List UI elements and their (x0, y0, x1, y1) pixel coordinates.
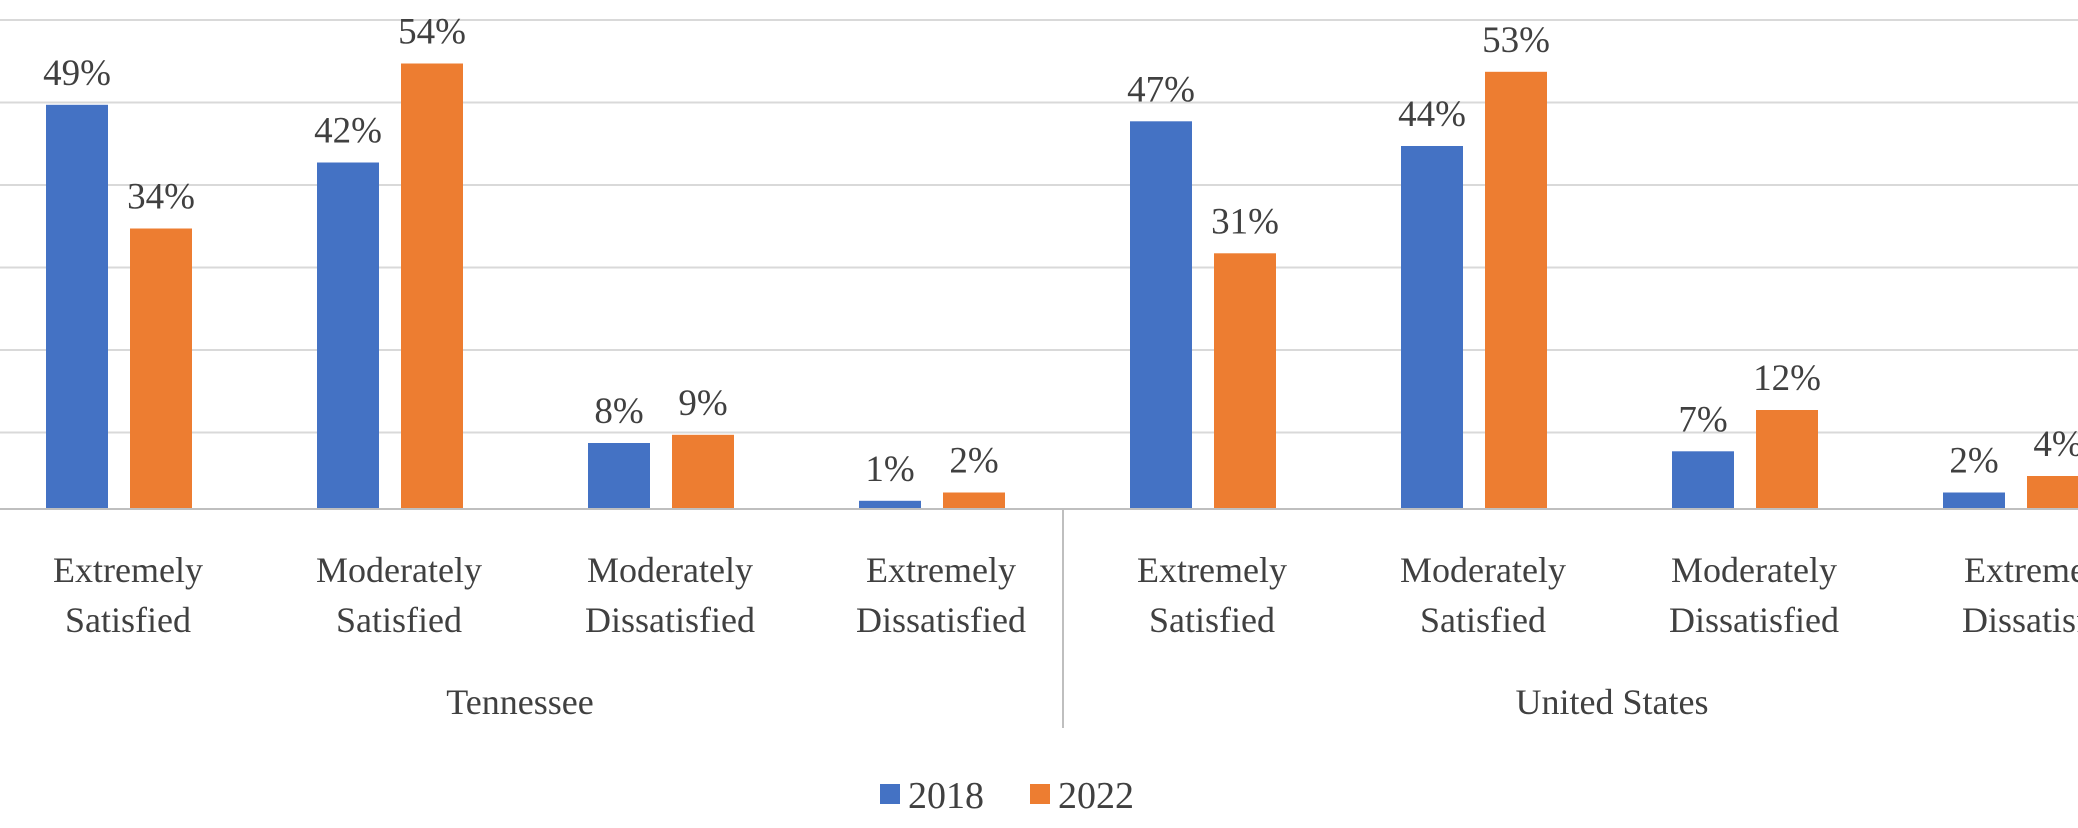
category-label: Moderately (316, 550, 482, 590)
data-label: 4% (2033, 424, 2078, 465)
bar-2018-tennessee-2 (588, 443, 650, 509)
data-labels: 49% 34% 42% 54% 8% 9% 1% 2% 47% 31% 44% 53% 7% 12% 2% 4… (43, 12, 2078, 490)
category-label: Extremely (1137, 550, 1287, 590)
bar-2022-tennessee-1 (401, 63, 463, 509)
data-label: 49% (43, 53, 111, 94)
bar-2022-tennessee-2 (672, 434, 734, 510)
bar-2022-united-states-1 (1485, 71, 1547, 510)
bar-2018-united-states-2 (1672, 451, 1734, 510)
legend-swatch-2018 (880, 784, 900, 804)
data-label: 2% (1949, 441, 1998, 482)
bar-2022-united-states-2 (1756, 410, 1818, 509)
group-label: United States (1516, 682, 1709, 722)
category-label: Moderately (1671, 550, 1837, 590)
data-label: 12% (1753, 358, 1821, 399)
category-label: Extremely (53, 550, 203, 590)
category-label: Dissatisf (1962, 600, 2078, 640)
bar-2018-tennessee-1 (317, 162, 379, 509)
category-label: Moderately (587, 550, 753, 590)
data-label: 42% (314, 111, 382, 152)
category-label: Moderately (1400, 550, 1566, 590)
category-label: Dissatisfied (1669, 600, 1839, 640)
category-label: Satisfied (1149, 600, 1275, 640)
category-labels: Extremely Satisfied Moderately Satisfied Mod… (53, 550, 2078, 640)
legend-label-2022: 2022 (1058, 775, 1134, 817)
group-labels: Tennessee United States (446, 682, 1708, 722)
data-label: 53% (1482, 20, 1550, 61)
legend-swatch-2022 (1030, 784, 1050, 804)
category-label: Extreme (1964, 550, 2078, 590)
bar-2018-united-states-3 (1943, 492, 2005, 509)
data-label: 8% (594, 391, 643, 432)
data-label: 7% (1678, 399, 1727, 440)
bar-2022-tennessee-0 (130, 228, 192, 509)
bars (46, 63, 2078, 510)
bar-2022-tennessee-3 (943, 492, 1005, 509)
bar-2022-united-states-3 (2027, 476, 2078, 509)
data-label: 44% (1398, 94, 1466, 135)
category-label: Satisfied (1420, 600, 1546, 640)
category-label: Satisfied (336, 600, 462, 640)
data-label: 9% (678, 383, 727, 424)
bar-2018-tennessee-0 (46, 104, 108, 510)
legend: 2018 2022 (880, 775, 1134, 817)
data-label: 34% (127, 177, 195, 218)
data-label: 54% (398, 12, 466, 53)
bar-2022-united-states-0 (1214, 253, 1276, 510)
data-label: 2% (949, 441, 998, 482)
data-label: 1% (865, 449, 914, 490)
category-label: Satisfied (65, 600, 191, 640)
group-label: Tennessee (446, 682, 593, 722)
category-label: Dissatisfied (856, 600, 1026, 640)
x-axis (0, 508, 2078, 728)
legend-label-2018: 2018 (908, 775, 984, 817)
bar-2018-united-states-1 (1401, 146, 1463, 509)
bar-2018-tennessee-3 (859, 500, 921, 510)
data-label: 47% (1127, 69, 1195, 110)
category-label: Extremely (866, 550, 1016, 590)
category-label: Dissatisfied (585, 600, 755, 640)
data-label: 31% (1211, 201, 1279, 242)
bar-2018-united-states-0 (1130, 121, 1192, 510)
